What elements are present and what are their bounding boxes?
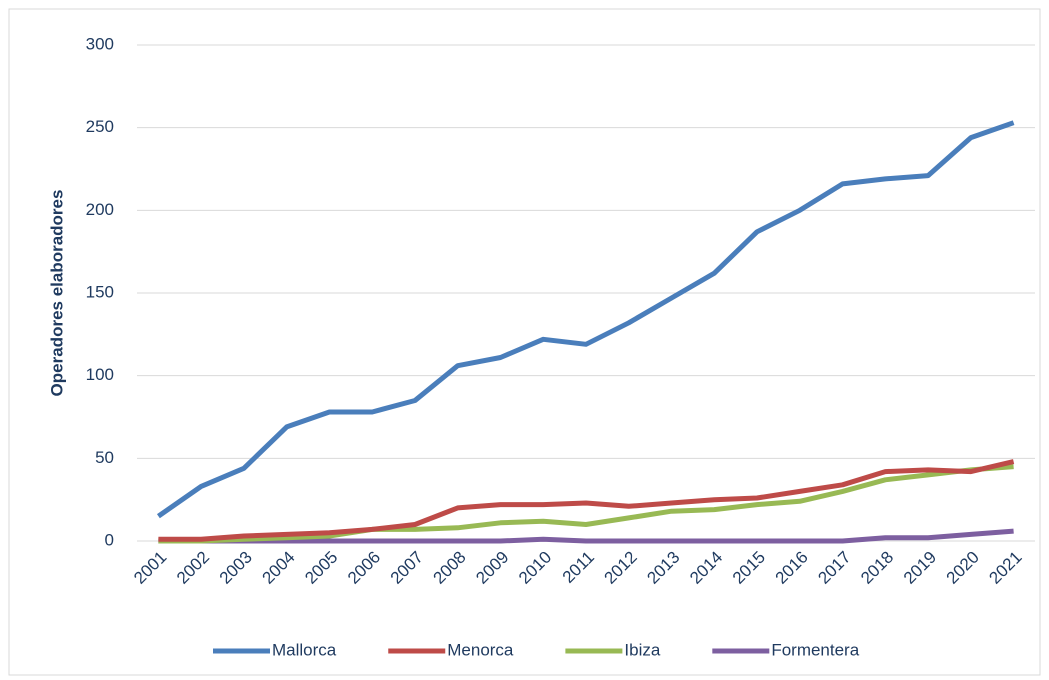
legend-label: Ibiza: [624, 640, 660, 659]
y-axis-title: Operadores elaboradores: [47, 190, 66, 397]
legend-label: Formentera: [771, 640, 859, 659]
y-tick-label: 300: [86, 34, 114, 53]
legend-label: Menorca: [447, 640, 514, 659]
series-line: [158, 528, 1014, 544]
legend-label: Mallorca: [272, 640, 337, 659]
y-tick-label: 250: [86, 117, 114, 136]
y-tick-label: 200: [86, 200, 114, 219]
y-tick-label: 50: [95, 448, 114, 467]
y-tick-label: 100: [86, 365, 114, 384]
series-line: [156, 120, 1015, 519]
series-line: [158, 459, 1015, 542]
y-tick-label: 0: [105, 530, 114, 549]
y-tick-label: 150: [86, 282, 114, 301]
series-line: [158, 464, 1014, 544]
chart-frame: [8, 8, 1041, 676]
